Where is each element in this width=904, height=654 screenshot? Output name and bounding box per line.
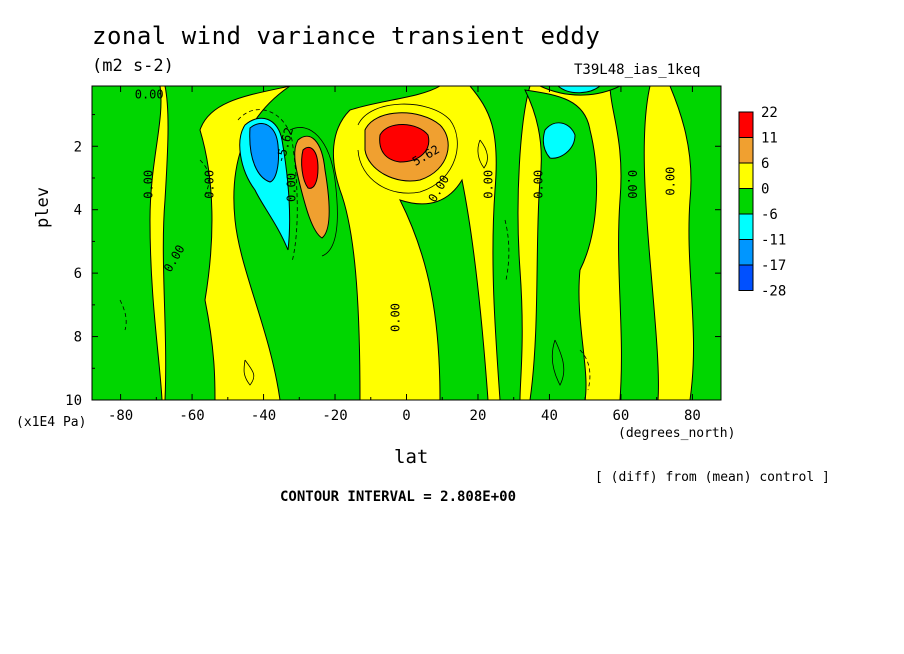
x-tick-label: 40 — [541, 408, 558, 424]
region-south-column — [162, 86, 291, 400]
y-tick-label: 10 — [65, 393, 82, 409]
colorbar-label: -11 — [761, 233, 786, 249]
y-tick-label: 4 — [74, 203, 82, 219]
x-tick-label: -60 — [179, 408, 204, 424]
region-polar-south — [92, 86, 163, 400]
colorbar-swatch — [738, 213, 754, 240]
colorbar-swatch — [738, 239, 754, 266]
blue-south — [249, 123, 279, 183]
region-midlat — [399, 178, 489, 400]
positive-maxima — [294, 112, 449, 239]
y-tick-label: 8 — [74, 330, 82, 346]
x-tick-label: 60 — [613, 408, 630, 424]
region-north-high — [609, 86, 659, 400]
red-eq — [379, 124, 430, 163]
contour-label: 0.00 — [531, 170, 545, 199]
red-south — [301, 146, 319, 189]
chart-units: (m2 s-2) — [92, 56, 174, 76]
contour-label: 0.00 — [388, 303, 402, 332]
x-axis-unit: (degrees_north) — [618, 426, 736, 441]
x-tick-label: -40 — [251, 408, 276, 424]
x-tick-label: -80 — [108, 408, 133, 424]
plot-area — [92, 86, 721, 400]
colorbar-swatch — [738, 188, 754, 215]
x-tick-label: -20 — [322, 408, 347, 424]
colorbar-label: 0 — [761, 182, 769, 198]
colorbar-swatch — [738, 264, 754, 291]
negative-regions — [92, 86, 721, 400]
contour-interval: CONTOUR INTERVAL = 2.808E+00 — [280, 489, 517, 505]
x-axis-label: lat — [394, 446, 429, 468]
colorbar-label: -17 — [761, 258, 786, 274]
colorbar-label: 6 — [761, 156, 769, 172]
x-tick-label: 80 — [684, 408, 701, 424]
dashed-contours — [119, 109, 591, 391]
y-tick-label: 2 — [74, 139, 82, 155]
colorbar-swatch — [738, 111, 754, 138]
y-axis-unit: (x1E4 Pa) — [16, 415, 87, 430]
x-axis-ticks: -80 -60 -40 -20 0 20 40 60 80 — [108, 86, 701, 424]
run-id: T39L48_ias_1keq — [574, 62, 701, 78]
contour-label: 0.00 — [135, 88, 164, 102]
x-tick-label: 0 — [402, 408, 410, 424]
colorbar-swatch — [738, 162, 754, 189]
y-axis-ticks: 2 4 6 8 10 — [65, 114, 721, 409]
contour-labels: 0.000.00 0.000.000.000.000.00 0.00 0.00 0.00… — [135, 88, 678, 332]
colorbar-label: 22 — [761, 105, 778, 121]
colorbar-label: 11 — [761, 131, 778, 147]
region-north-mid — [524, 89, 598, 400]
contour-label: 0.00 — [481, 170, 495, 199]
colorbar-label: -6 — [761, 207, 778, 223]
diff-note: [ (diff) from (mean) control ] — [595, 470, 830, 485]
contour-label: 0.00 — [664, 167, 678, 196]
contour-label: 0.00 — [203, 170, 217, 199]
colorbar-swatch — [738, 137, 754, 164]
region-polar-north — [669, 86, 721, 400]
x-tick-label: 20 — [470, 408, 487, 424]
cyan-north — [542, 122, 576, 159]
solid-contours — [243, 103, 565, 386]
contour-label: 0.00 — [285, 173, 299, 202]
chart-title: zonal wind variance transient eddy — [92, 22, 601, 50]
colorbar: 22 11 6 0 -6 -11 -17 -28 — [738, 105, 786, 300]
contour-label: 0.00 — [625, 170, 639, 199]
y-tick-label: 6 — [74, 266, 82, 282]
colorbar-label: -28 — [761, 284, 786, 300]
contour-label: 0.00 — [142, 170, 156, 199]
region-tropics-north — [469, 86, 531, 400]
